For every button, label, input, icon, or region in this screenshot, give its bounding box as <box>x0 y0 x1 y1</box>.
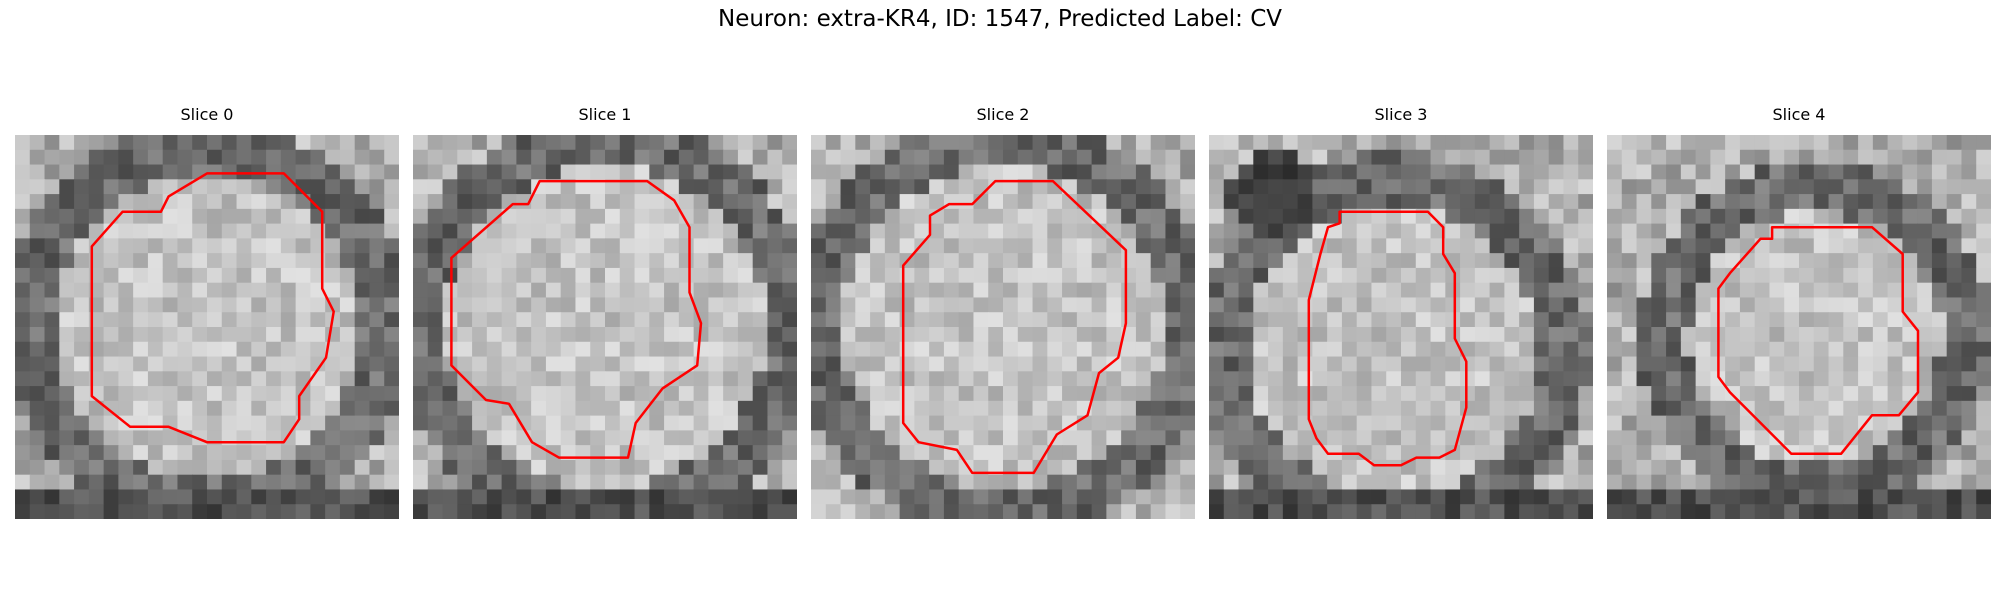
figure-title: Neuron: extra-KR4, ID: 1547, Predicted L… <box>717 6 1283 32</box>
slice-image <box>413 135 797 519</box>
slice-title: Slice 2 <box>976 105 1030 124</box>
contour-outline <box>901 179 1128 475</box>
micrograph-svg <box>1607 135 1991 519</box>
slice-image <box>1607 135 1991 519</box>
micrograph-svg <box>15 135 399 519</box>
micrograph-svg <box>1209 135 1593 519</box>
contour-outline <box>1717 225 1920 455</box>
slice-title: Slice 0 <box>180 105 234 124</box>
slice-image <box>15 135 399 519</box>
slice-image <box>811 135 1195 519</box>
contour-outline <box>1307 210 1468 467</box>
contour-outline <box>90 172 335 444</box>
slice-title: Slice 1 <box>578 105 632 124</box>
micrograph-svg <box>811 135 1195 519</box>
slice-title: Slice 4 <box>1772 105 1826 124</box>
contour-outline <box>450 179 703 459</box>
slice-image <box>1209 135 1593 519</box>
micrograph-svg <box>413 135 797 519</box>
slice-title: Slice 3 <box>1374 105 1428 124</box>
